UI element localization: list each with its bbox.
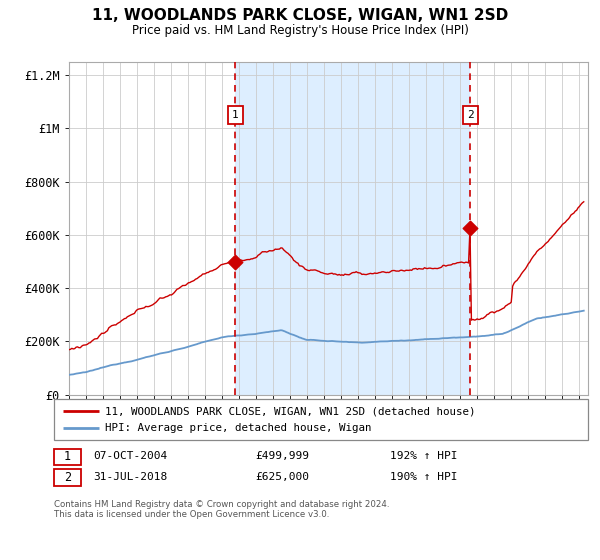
Text: Contains HM Land Registry data © Crown copyright and database right 2024.
This d: Contains HM Land Registry data © Crown c…: [54, 500, 389, 520]
Text: 1: 1: [64, 450, 71, 463]
Text: 192% ↑ HPI: 192% ↑ HPI: [390, 451, 458, 461]
Text: 07-OCT-2004: 07-OCT-2004: [93, 451, 167, 461]
Text: 1: 1: [232, 110, 239, 120]
Text: Price paid vs. HM Land Registry's House Price Index (HPI): Price paid vs. HM Land Registry's House …: [131, 24, 469, 36]
Point: [230, 257, 240, 266]
Text: 190% ↑ HPI: 190% ↑ HPI: [390, 472, 458, 482]
Text: £499,999: £499,999: [255, 451, 309, 461]
Text: 31-JUL-2018: 31-JUL-2018: [93, 472, 167, 482]
Point: [466, 224, 475, 233]
Text: 11, WOODLANDS PARK CLOSE, WIGAN, WN1 2SD (detached house): 11, WOODLANDS PARK CLOSE, WIGAN, WN1 2SD…: [105, 407, 476, 417]
Text: 11, WOODLANDS PARK CLOSE, WIGAN, WN1 2SD: 11, WOODLANDS PARK CLOSE, WIGAN, WN1 2SD: [92, 8, 508, 24]
Bar: [235, 62, 470, 395]
Text: 2: 2: [467, 110, 473, 120]
Text: 2: 2: [64, 470, 71, 484]
Text: HPI: Average price, detached house, Wigan: HPI: Average price, detached house, Wiga…: [105, 423, 371, 433]
Text: £625,000: £625,000: [255, 472, 309, 482]
